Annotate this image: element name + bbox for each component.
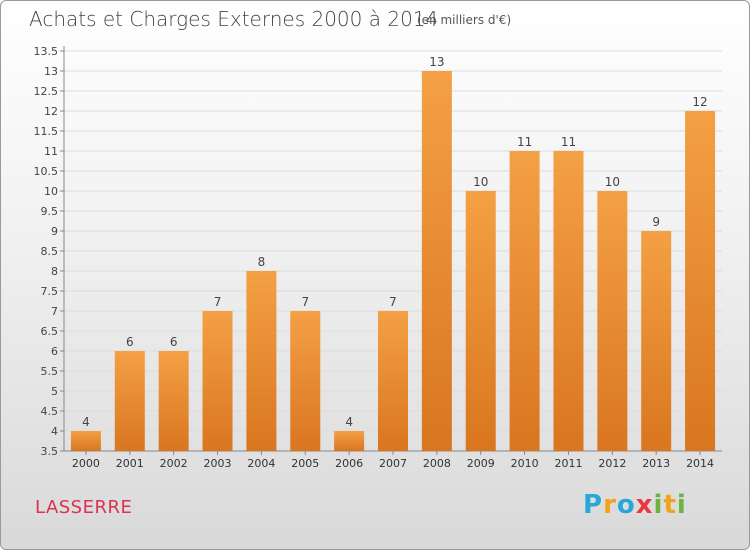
y-tick-label: 13.5 [34,45,59,58]
bar-2004[interactable] [246,271,277,451]
bar-2000[interactable] [70,431,101,451]
y-tick-label: 6 [51,345,58,358]
bar-2006[interactable] [334,431,365,451]
logo-letter: P [583,490,604,520]
data-label-2014: 12 [692,95,707,109]
bar-2012[interactable] [597,191,628,451]
x-tick-label: 2013 [642,457,670,470]
y-tick-label: 6.5 [41,325,59,338]
commune-name: LASSERRE [35,497,133,518]
x-tick-label: 2005 [291,457,319,470]
x-tick-label: 2006 [335,457,363,470]
y-tick-label: 10 [44,185,58,198]
y-tick-label: 4 [51,425,58,438]
y-tick-label: 10.5 [34,165,59,178]
x-tick-label: 2001 [116,457,144,470]
bar-2005[interactable] [290,311,321,451]
x-tick-label: 2009 [467,457,495,470]
proxiti-logo[interactable]: Proxiti [583,490,687,520]
y-tick-label: 5.5 [41,365,59,378]
bar-2009[interactable] [465,191,496,451]
data-label-2005: 7 [301,295,309,309]
y-tick-label: 9.5 [41,205,59,218]
data-label-2001: 6 [126,335,134,349]
data-label-2013: 9 [652,215,660,229]
y-tick-label: 12 [44,105,58,118]
x-tick-label: 2011 [554,457,582,470]
bar-2010[interactable] [509,151,540,451]
logo-letter: o [616,490,636,520]
bar-2011[interactable] [553,151,584,451]
data-label-2007: 7 [389,295,397,309]
x-tick-label: 2010 [511,457,539,470]
bar-2014[interactable] [685,111,716,451]
bar-2008[interactable] [421,71,452,451]
logo-letter: t [663,490,677,520]
bar-2013[interactable] [641,231,672,451]
logo-letter: r [603,490,617,520]
x-tick-label: 2000 [72,457,100,470]
bar-2007[interactable] [378,311,408,451]
data-label-2003: 7 [214,295,222,309]
bar-2003[interactable] [202,311,233,451]
chart-title: Achats et Charges Externes 2000 à 2014 [29,7,439,31]
logo-letter: i [676,490,687,520]
data-label-2012: 10 [605,175,620,189]
x-tick-label: 2003 [204,457,232,470]
data-label-2004: 8 [258,255,266,269]
x-tick-label: 2007 [379,457,407,470]
y-tick-label: 5 [51,385,58,398]
y-tick-label: 3.5 [41,445,59,458]
x-tick-label: 2002 [160,457,188,470]
data-label-2010: 11 [517,135,532,149]
data-label-2008: 13 [429,55,444,69]
bar-2001[interactable] [114,351,145,451]
y-tick-label: 11.5 [34,125,59,138]
y-tick-label: 13 [44,65,58,78]
data-label-2006: 4 [345,415,353,429]
y-tick-label: 8 [51,265,58,278]
y-tick-label: 7 [51,305,58,318]
y-tick-label: 7.5 [41,285,59,298]
x-tick-label: 2004 [247,457,275,470]
data-label-2011: 11 [561,135,576,149]
logo-letter: x [635,490,654,520]
x-tick-label: 2012 [598,457,626,470]
logo-letter: i [653,490,664,520]
x-tick-label: 2014 [686,457,714,470]
x-tick-label: 2008 [423,457,451,470]
data-label-2009: 10 [473,175,488,189]
y-tick-label: 9 [51,225,58,238]
data-label-2002: 6 [170,335,178,349]
chart-subtitle: (en milliers d'€) [417,13,512,27]
y-tick-label: 8.5 [41,245,59,258]
y-tick-label: 4.5 [41,405,59,418]
bar-2002[interactable] [158,351,189,451]
y-tick-label: 11 [44,145,58,158]
y-tick-label: 12.5 [34,85,59,98]
data-label-2000: 4 [82,415,90,429]
